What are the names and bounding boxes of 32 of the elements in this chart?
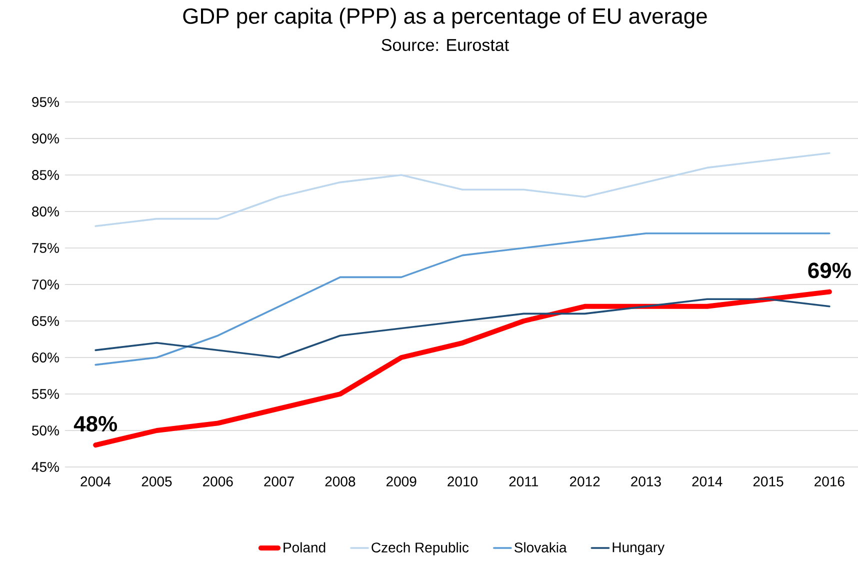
x-tick-label: 2011	[509, 476, 538, 486]
annotation: 48%	[74, 416, 118, 432]
y-tick-label: 85%	[32, 170, 59, 180]
legend-label: Hungary	[612, 542, 665, 555]
y-tick-label: 55%	[32, 389, 59, 399]
y-tick-label: 75%	[32, 243, 59, 253]
x-tick-label: 2006	[203, 476, 233, 486]
chart-subtitle: Source: Eurostat	[382, 38, 509, 52]
y-tick-label: 50%	[32, 426, 59, 436]
legend-label: Czech Republic	[372, 542, 469, 556]
x-tick-label: 2014	[692, 476, 722, 486]
x-tick-label: 2004	[80, 476, 111, 486]
legend-label: Slovakia	[514, 542, 567, 552]
x-tick-label: 2007	[264, 476, 294, 486]
x-tick-label: 2009	[386, 476, 416, 486]
y-tick-label: 80%	[32, 206, 59, 216]
chart-title: GDP per capita (PPP) as a percentage of EU average	[183, 8, 707, 28]
x-tick-label: 2016	[814, 476, 844, 486]
x-tick-label: 2012	[570, 476, 600, 486]
x-tick-label: 2013	[631, 476, 661, 486]
y-tick-label: 65%	[32, 316, 59, 326]
x-tick-label: 2010	[448, 476, 478, 486]
annotation: 69%	[808, 262, 851, 278]
x-tick-label: 2005	[142, 476, 172, 486]
y-tick-label: 90%	[32, 134, 59, 144]
y-tick-label: 70%	[32, 280, 59, 290]
y-tick-label: 95%	[32, 97, 59, 107]
x-tick-label: 2015	[753, 476, 784, 486]
x-tick-label: 2008	[325, 476, 356, 486]
y-tick-label: 60%	[32, 352, 59, 362]
legend-label: Poland	[284, 542, 326, 552]
y-tick-label: 45%	[32, 462, 59, 472]
